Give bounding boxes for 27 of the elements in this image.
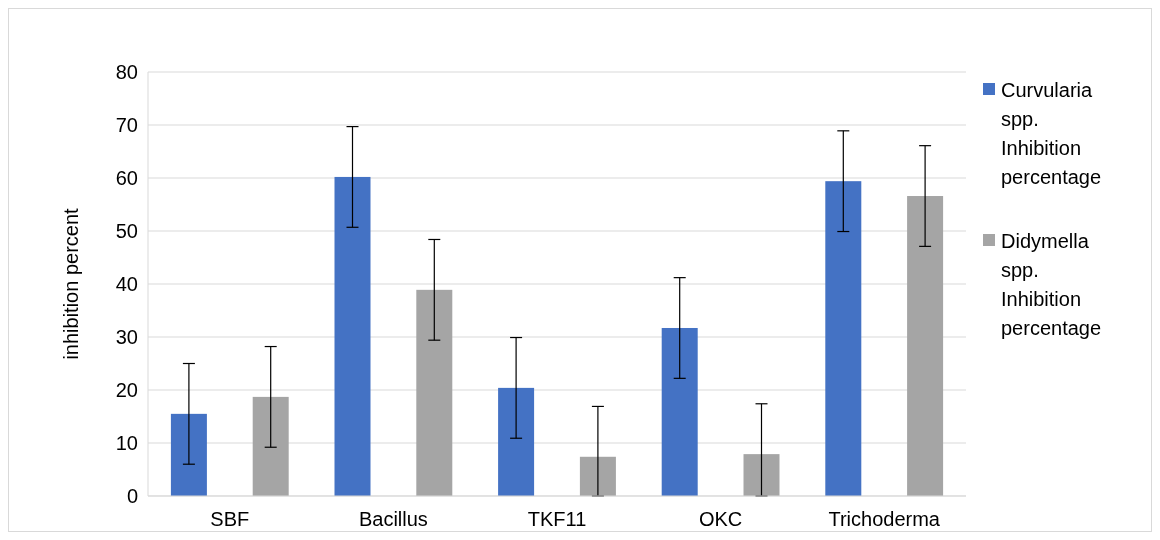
bar <box>661 327 698 496</box>
x-tick-label: Trichoderma <box>828 508 941 530</box>
x-tick-label: Bacillus <box>358 508 428 530</box>
bar <box>907 196 944 496</box>
x-tick-label: TKF11 <box>527 508 587 530</box>
x-tick-label: SBF <box>210 508 250 530</box>
y-tick-label: 70 <box>115 114 138 136</box>
y-tick-label: 80 <box>115 61 138 83</box>
bar <box>743 454 780 496</box>
y-tick-label: 50 <box>115 220 138 242</box>
y-tick-label: 0 <box>126 485 138 507</box>
y-tick-label: 10 <box>115 432 138 454</box>
y-axis-title: inhibition percent <box>60 207 82 360</box>
bar <box>170 413 207 496</box>
y-tick-label: 30 <box>115 326 138 348</box>
legend-label: Curvularia spp. Inhibition percentage <box>1001 79 1102 188</box>
x-tick-label: OKC <box>698 508 743 530</box>
bar <box>334 176 371 496</box>
bar <box>416 289 453 496</box>
bar <box>825 181 862 496</box>
bar <box>579 456 616 496</box>
y-tick-label: 40 <box>115 273 138 295</box>
y-tick-label: 20 <box>115 379 138 401</box>
bar <box>498 387 535 496</box>
y-tick-label: 60 <box>115 167 138 189</box>
legend-label: Didymella spp. Inhibition percentage <box>1001 230 1102 339</box>
bar <box>252 396 289 496</box>
